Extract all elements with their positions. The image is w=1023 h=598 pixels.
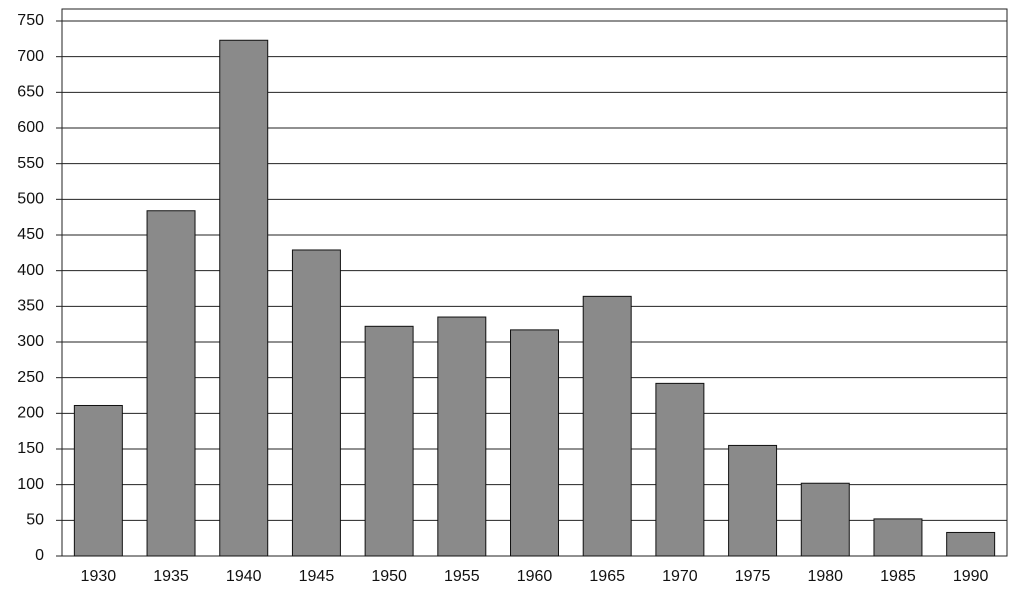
y-tick-label: 50 (26, 512, 44, 529)
x-tick-label: 1950 (371, 568, 407, 585)
x-tick-label: 1965 (589, 568, 625, 585)
bar (219, 39, 269, 557)
y-tick-label: 750 (17, 12, 44, 29)
y-tick-label: 150 (17, 440, 44, 457)
x-tick-label: 1930 (81, 568, 117, 585)
bar (437, 316, 487, 557)
y-tick-label: 550 (17, 155, 44, 172)
y-tick-label: 500 (17, 191, 44, 208)
bar (800, 482, 850, 557)
y-tick-label: 200 (17, 405, 44, 422)
y-tick-label: 600 (17, 119, 44, 136)
y-tick-label: 400 (17, 262, 44, 279)
y-tick-label: 700 (17, 48, 44, 65)
bar (582, 295, 632, 557)
bar (946, 531, 996, 557)
x-tick-label: 1980 (807, 568, 843, 585)
y-tick-label: 100 (17, 476, 44, 493)
bar (364, 325, 414, 557)
bar (655, 382, 705, 557)
bar (728, 444, 778, 557)
y-tick-label: 350 (17, 298, 44, 315)
bar (73, 404, 123, 557)
bar (146, 210, 196, 557)
bar (510, 329, 559, 557)
y-tick-label: 650 (17, 84, 44, 101)
x-tick-label: 1945 (299, 568, 335, 585)
x-tick-label: 1940 (226, 568, 262, 585)
x-tick-label: 1970 (662, 568, 698, 585)
y-tick-label: 300 (17, 333, 44, 350)
x-tick-label: 1975 (735, 568, 771, 585)
x-tick-label: 1985 (880, 568, 916, 585)
x-tick-label: 1955 (444, 568, 480, 585)
bar (291, 249, 341, 557)
bar (873, 518, 923, 557)
x-tick-label: 1960 (517, 568, 553, 585)
y-tick-label: 450 (17, 226, 44, 243)
y-tick-label: 0 (35, 547, 44, 564)
x-tick-label: 1990 (953, 568, 989, 585)
x-tick-label: 1935 (153, 568, 189, 585)
y-tick-label: 250 (17, 369, 44, 386)
